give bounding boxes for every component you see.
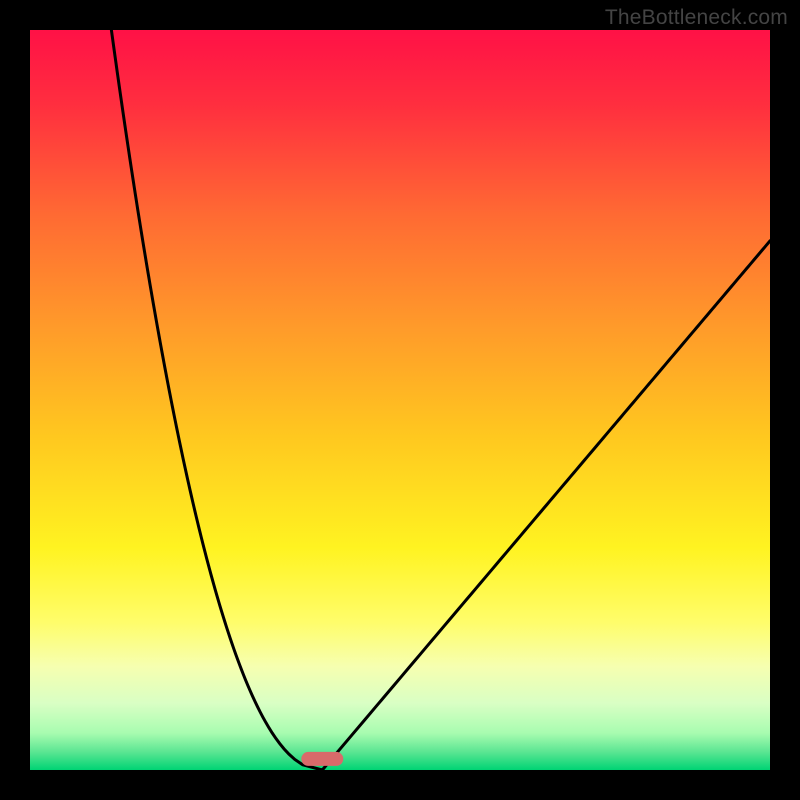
bottleneck-chart [0,0,800,800]
chart-container: TheBottleneck.com [0,0,800,800]
optimal-marker [301,752,343,766]
gradient-plot-area [30,30,770,770]
watermark-text: TheBottleneck.com [605,6,788,30]
